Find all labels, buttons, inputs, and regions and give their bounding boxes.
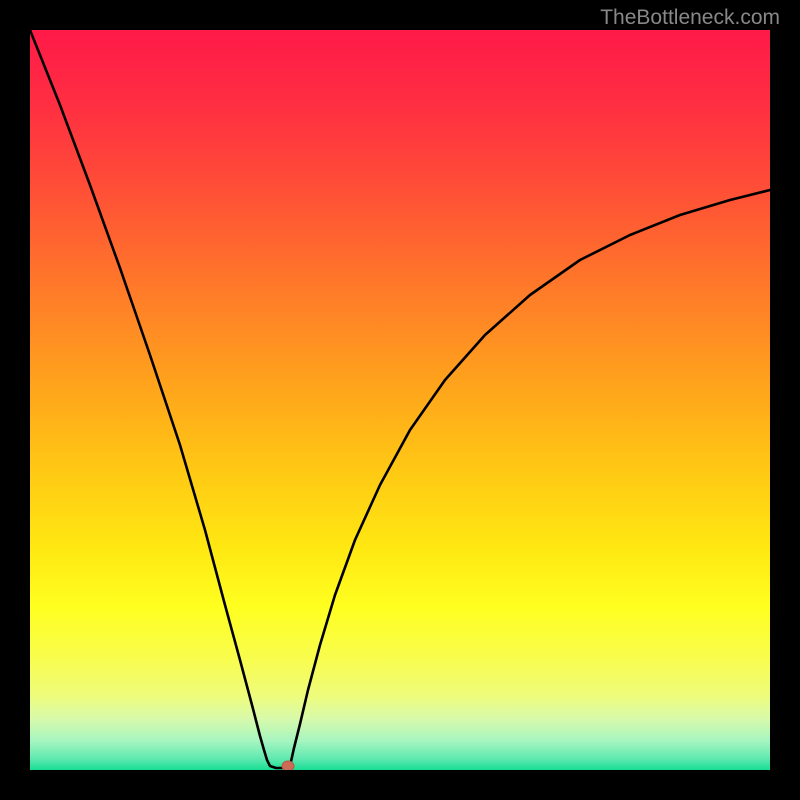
minimum-marker [282,761,294,770]
chart-plot-area [30,30,770,770]
curve-line [30,30,770,768]
watermark-text: TheBottleneck.com [600,6,780,30]
bottleneck-curve [30,30,770,770]
